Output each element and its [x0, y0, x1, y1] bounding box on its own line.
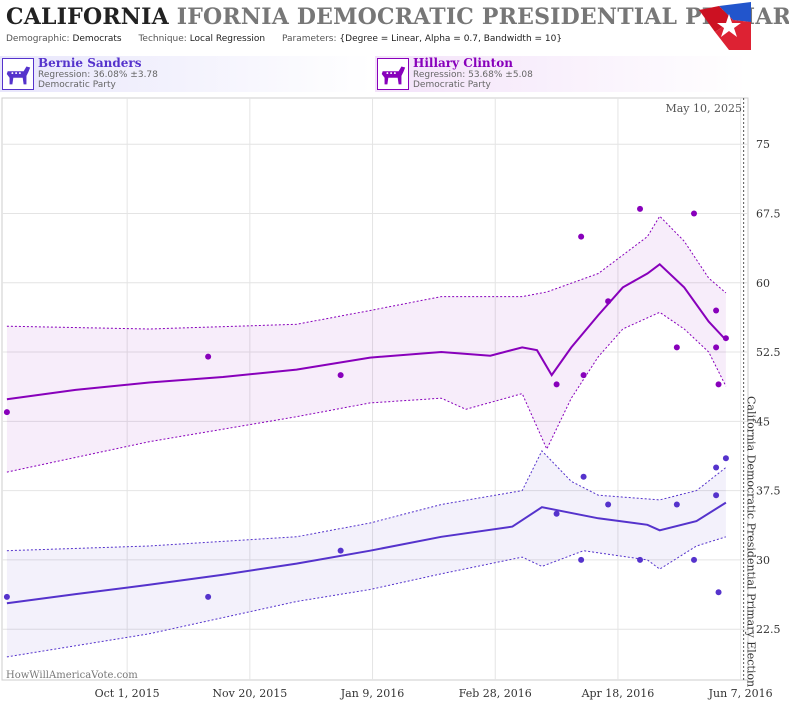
poll-point — [580, 473, 587, 480]
page-title: CALIFORNIA IFORNIA DEMOCRATIC PRESIDENTI… — [6, 4, 789, 30]
header: CALIFORNIA IFORNIA DEMOCRATIC PRESIDENTI… — [0, 0, 789, 52]
x-tick-label: Apr 18, 2016 — [581, 687, 655, 700]
confidence-band — [6, 216, 726, 473]
poll-point — [691, 556, 698, 563]
trend-line — [6, 501, 727, 605]
title-state: CALIFORNIA — [6, 4, 169, 30]
y-tick-label: 30 — [756, 554, 770, 567]
poll-point — [722, 455, 729, 462]
poll-point — [673, 344, 680, 351]
election-label: California Democratic Presidential Prima… — [745, 396, 758, 687]
x-tick-label: Feb 28, 2016 — [459, 687, 532, 700]
y-tick-label: 75 — [756, 138, 770, 151]
poll-point — [337, 372, 344, 379]
plot-frame — [1, 97, 749, 681]
poll-point — [637, 205, 644, 212]
parameters-value: {Degree = Linear, Alpha = 0.7, Bandwidth… — [339, 34, 563, 44]
candidate-card-sanders: Bernie Sanders Regression: 36.08% ±3.78 … — [0, 56, 372, 92]
poll-point — [713, 344, 720, 351]
poll-point — [673, 501, 680, 508]
candidate-regression: Regression: 36.08% ±3.78 — [38, 70, 158, 80]
poll-point — [713, 464, 720, 471]
demographic-value: Democrats — [72, 34, 122, 44]
y-tick-label: 22.5 — [756, 623, 781, 636]
parameters-label: Parameters: — [281, 34, 337, 44]
trend-line — [6, 262, 727, 401]
poll-point — [553, 381, 560, 388]
parameters-line: Demographic: Democrats Technique: Local … — [6, 34, 576, 44]
candidate-party: Democratic Party — [413, 80, 491, 90]
poll-point — [337, 547, 344, 554]
band-upper-line — [6, 215, 727, 330]
y-tick-label: 45 — [756, 415, 770, 428]
band-upper-line — [6, 450, 727, 552]
donkey-icon — [377, 58, 409, 90]
poll-point — [580, 372, 587, 379]
poll-point — [722, 335, 729, 342]
x-tick-label: Jan 9, 2016 — [340, 687, 405, 700]
candidate-regression: Regression: 53.68% ±5.08 — [413, 70, 533, 80]
poll-point — [578, 556, 585, 563]
poll-point — [691, 210, 698, 217]
x-tick-label: Nov 20, 2015 — [212, 687, 287, 700]
y-tick-label: 60 — [756, 277, 770, 290]
poll-point — [715, 381, 722, 388]
y-tick-label: 52.5 — [756, 346, 781, 359]
poll-point — [578, 233, 585, 240]
chart-area: 22.5 30 37.5 45 52.5 60 67.5 75 Oct 1, 2015 Nov 2… — [1, 97, 781, 700]
poll-point — [205, 593, 212, 600]
poll-point — [715, 589, 722, 596]
flag-star-logo — [699, 2, 751, 50]
title-rest: IFORNIA DEMOCRATIC PRESIDENTIAL PRIMARY … — [176, 4, 789, 30]
watermark: HowWillAmericaVote.com — [6, 670, 138, 681]
poll-point — [205, 353, 212, 360]
poll-point — [3, 593, 10, 600]
confidence-band — [6, 450, 726, 657]
poll-point — [605, 298, 612, 305]
donkey-icon — [2, 58, 34, 90]
candidate-name: Bernie Sanders — [38, 56, 142, 70]
poll-point — [3, 409, 10, 416]
y-tick-label: 37.5 — [756, 485, 781, 498]
poll-point — [713, 492, 720, 499]
technique-label: Technique: — [138, 34, 187, 44]
x-tick-label: Jun 7, 2016 — [708, 687, 773, 700]
candidate-card-clinton: Hillary Clinton Regression: 53.68% ±5.08… — [375, 56, 747, 92]
candidate-name: Hillary Clinton — [413, 56, 513, 70]
poll-point — [637, 556, 644, 563]
technique-value: Local Regression — [189, 34, 266, 44]
y-tick-label: 67.5 — [756, 207, 781, 220]
date-label: May 10, 2025 — [665, 102, 742, 115]
band-lower-line — [6, 536, 727, 658]
candidate-party: Democratic Party — [38, 80, 116, 90]
demographic-label: Demographic: — [6, 34, 70, 44]
poll-point — [553, 510, 560, 517]
poll-point — [605, 501, 612, 508]
x-tick-label: Oct 1, 2015 — [95, 687, 160, 700]
poll-point — [713, 307, 720, 314]
